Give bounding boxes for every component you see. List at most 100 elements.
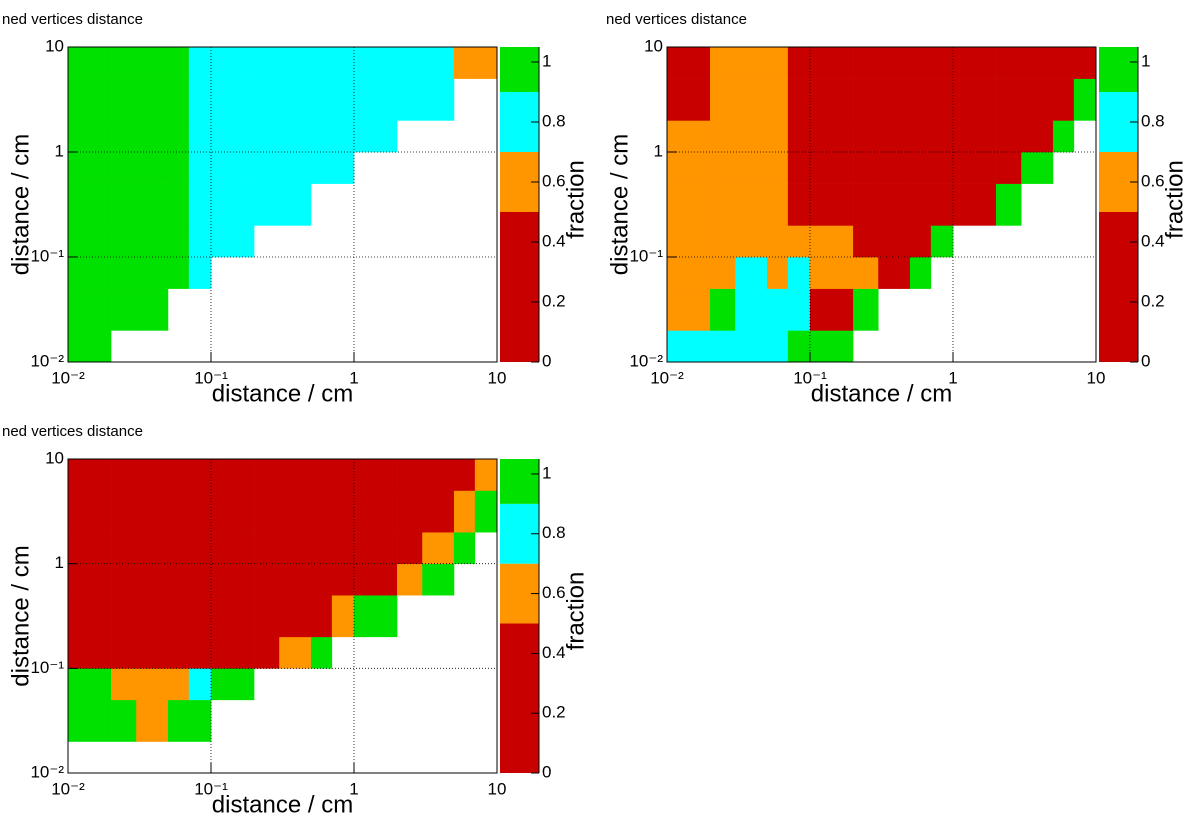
- y-tick-label: 1: [55, 141, 64, 160]
- z-tick-label: 0.8: [542, 523, 566, 542]
- z-tick-label: 0.6: [542, 583, 566, 602]
- heatmap-cell: [310, 563, 333, 596]
- heatmap-cell: [254, 78, 280, 121]
- heatmap-cell: [930, 78, 954, 121]
- heatmap-cell: [710, 330, 736, 363]
- heatmap-cell: [853, 288, 879, 331]
- heatmap-cell: [167, 668, 190, 701]
- heatmap-cell: [667, 257, 711, 289]
- heatmap-cell: [111, 668, 137, 701]
- heatmap-cell: [787, 152, 811, 184]
- heatmap-cell: [1021, 47, 1054, 79]
- heatmap-cell: [810, 120, 854, 153]
- heatmap-cell: [422, 459, 455, 491]
- colorbar-segment: [500, 623, 539, 773]
- x-axis-label: distance / cm: [212, 791, 353, 818]
- heatmap-cell: [211, 668, 255, 701]
- heatmap-cell: [279, 78, 312, 121]
- heatmap-cell: [254, 490, 280, 533]
- heatmap-cell: [397, 78, 423, 121]
- heatmap-cell: [909, 257, 932, 289]
- heatmap-cell: [853, 120, 879, 153]
- heatmap-cell: [211, 152, 255, 184]
- heatmap-cell: [766, 47, 789, 79]
- heatmap-cell: [953, 47, 997, 79]
- heatmap-cell: [188, 225, 212, 258]
- heatmap-cell: [68, 459, 112, 491]
- heatmap-cell: [68, 152, 112, 184]
- heatmap-cell: [68, 595, 112, 638]
- heatmap-cell: [766, 120, 789, 153]
- heatmap-cell: [188, 563, 212, 596]
- y-tick-label: 10⁻²: [30, 762, 64, 781]
- heatmap-cell: [188, 490, 212, 533]
- x-tick-label: 10⁻¹: [194, 779, 228, 798]
- heatmap-cell: [188, 699, 212, 742]
- heatmap-cell: [354, 78, 398, 121]
- heatmap-cell: [930, 120, 954, 153]
- heatmap-cell: [422, 47, 455, 79]
- z-axis-label: fraction: [562, 572, 589, 651]
- x-tick-label: 10: [1087, 368, 1106, 387]
- heatmap-cell: [710, 152, 736, 184]
- heatmap-cell: [787, 288, 811, 331]
- z-tick-label: 1: [542, 463, 551, 482]
- heatmap-cell: [331, 459, 355, 491]
- heatmap-cell: [810, 288, 854, 331]
- z-tick-label: 0: [1141, 351, 1150, 370]
- heatmap-cell: [878, 257, 911, 289]
- heatmap-cell: [111, 225, 137, 258]
- heatmap-cell: [735, 78, 768, 121]
- heatmap-cell: [878, 152, 911, 184]
- heatmap-cell: [422, 490, 455, 533]
- heatmap-cell: [279, 490, 312, 533]
- heatmap-cell: [397, 563, 423, 596]
- heatmap-cell: [422, 532, 455, 564]
- panel-title: ned vertices distance: [606, 11, 747, 28]
- heatmap-cell: [735, 330, 768, 363]
- heatmap-cell: [422, 78, 455, 121]
- heatmap-cell: [211, 563, 255, 596]
- z-tick-label: 1: [542, 51, 551, 70]
- y-axis-label: distance / cm: [7, 134, 34, 275]
- plot-frame: [67, 46, 498, 363]
- heatmap-cell: [474, 459, 498, 491]
- heatmap-cell: [279, 152, 312, 184]
- heatmap-cell: [167, 532, 190, 564]
- heatmap-cell: [68, 288, 112, 331]
- heatmap-cell: [766, 152, 789, 184]
- heatmap-cell: [111, 120, 137, 153]
- heatmap-cell: [68, 47, 112, 79]
- z-tick-label: 0.6: [542, 171, 566, 190]
- heatmap-cell: [68, 563, 112, 596]
- heatmap-cell: [397, 532, 423, 564]
- heatmap-cell: [254, 120, 280, 153]
- heatmap-cell: [68, 183, 112, 226]
- heatmap-cell: [211, 78, 255, 121]
- heatmap-cell: [710, 47, 736, 79]
- panel-title: ned vertices distance: [2, 11, 143, 28]
- heatmap-cell: [68, 636, 112, 669]
- heatmap-cell: [1021, 120, 1054, 153]
- heatmap-cell: [211, 47, 255, 79]
- heatmap-cell: [111, 257, 137, 289]
- heatmap-cell: [453, 532, 476, 564]
- heatmap-cell: [810, 78, 854, 121]
- heatmap-cell: [279, 595, 312, 638]
- heatmap-cell: [354, 459, 398, 491]
- heatmap-cell: [766, 288, 789, 331]
- colorbar-segment: [500, 459, 539, 504]
- heatmap-cell: [787, 225, 811, 258]
- heatmap-cell: [310, 595, 333, 638]
- heatmap-cell: [279, 563, 312, 596]
- heatmap-cell: [354, 120, 398, 153]
- plot-frame: [666, 46, 1097, 363]
- heatmap-cell: [279, 459, 312, 491]
- heatmap-cell: [354, 532, 398, 564]
- heatmap-cell: [878, 78, 911, 121]
- heatmap-cell: [853, 183, 879, 226]
- heatmap-cell: [787, 183, 811, 226]
- x-tick-label: 10⁻²: [51, 779, 85, 798]
- heatmap-cell: [930, 183, 954, 226]
